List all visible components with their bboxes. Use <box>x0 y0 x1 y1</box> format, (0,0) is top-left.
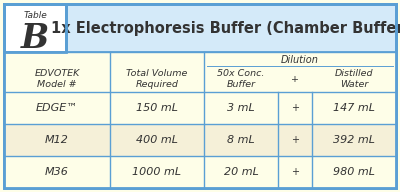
Text: +: + <box>291 103 299 113</box>
Bar <box>4 124 396 156</box>
Text: 1x Electrophoresis Buffer (Chamber Buffer): 1x Electrophoresis Buffer (Chamber Buffe… <box>51 21 400 36</box>
Text: Distilled
Water: Distilled Water <box>335 69 373 89</box>
Text: 150 mL: 150 mL <box>136 103 178 113</box>
Text: 1000 mL: 1000 mL <box>132 167 182 177</box>
Bar <box>4 92 396 124</box>
Text: 20 mL: 20 mL <box>224 167 258 177</box>
Text: M12: M12 <box>45 135 69 145</box>
Text: +: + <box>291 74 299 84</box>
Text: 392 mL: 392 mL <box>333 135 375 145</box>
Text: 400 mL: 400 mL <box>136 135 178 145</box>
Text: EDVOTEK
Model #: EDVOTEK Model # <box>34 69 80 89</box>
Bar <box>4 52 396 92</box>
Text: Total Volume
Required: Total Volume Required <box>126 69 188 89</box>
Text: 8 mL: 8 mL <box>227 135 255 145</box>
Bar <box>4 156 396 188</box>
Text: M36: M36 <box>45 167 69 177</box>
Bar <box>4 4 66 52</box>
Text: 980 mL: 980 mL <box>333 167 375 177</box>
Text: 147 mL: 147 mL <box>333 103 375 113</box>
Text: +: + <box>291 135 299 145</box>
Text: Table: Table <box>23 11 47 20</box>
Text: EDGE™: EDGE™ <box>36 103 78 113</box>
Text: Dilution: Dilution <box>281 55 319 65</box>
Text: B: B <box>21 22 49 55</box>
Bar <box>66 4 396 52</box>
Text: 50x Conc.
Buffer: 50x Conc. Buffer <box>217 69 265 89</box>
Bar <box>4 4 66 52</box>
Text: 3 mL: 3 mL <box>227 103 255 113</box>
Text: +: + <box>291 167 299 177</box>
